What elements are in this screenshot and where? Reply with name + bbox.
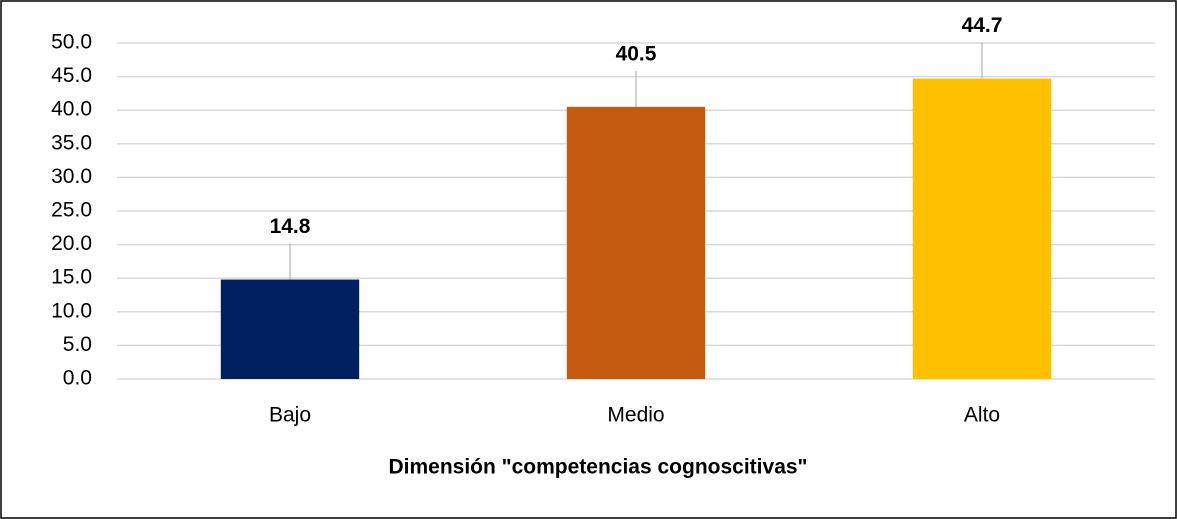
- y-tick-label: 15.0: [51, 266, 92, 289]
- y-tick-label: 40.0: [51, 98, 92, 121]
- y-tick-label: 20.0: [51, 232, 92, 255]
- y-tick-label: 25.0: [51, 199, 92, 222]
- x-tick-label: Medio: [607, 404, 664, 427]
- y-tick-label: 5.0: [63, 333, 92, 356]
- bar: [912, 78, 1052, 379]
- y-tick-label: 45.0: [51, 64, 92, 87]
- data-label: 40.5: [616, 42, 657, 65]
- y-tick-label: 35.0: [51, 131, 92, 154]
- bar: [220, 279, 360, 379]
- x-tick-label: Alto: [964, 404, 1000, 427]
- x-axis-title: Dimensión "competencias cognoscitivas": [388, 456, 807, 479]
- y-tick-label: 50.0: [51, 31, 92, 54]
- y-tick-label: 10.0: [51, 299, 92, 322]
- bar: [566, 106, 706, 379]
- data-label: 44.7: [962, 14, 1003, 37]
- x-tick-label: Bajo: [269, 404, 311, 427]
- y-tick-label: 30.0: [51, 165, 92, 188]
- y-tick-label: 0.0: [63, 367, 92, 390]
- data-label: 14.8: [270, 215, 311, 238]
